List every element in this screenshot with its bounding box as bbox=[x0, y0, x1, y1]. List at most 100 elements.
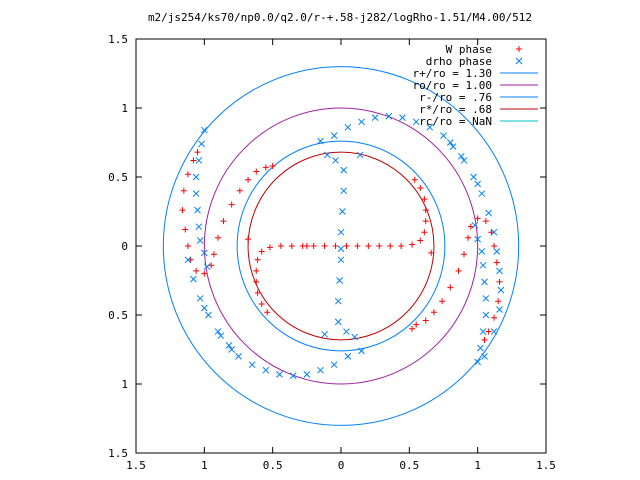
drho-phase-point bbox=[440, 132, 447, 139]
drho-phase-point bbox=[474, 358, 482, 366]
w-phase-point bbox=[398, 243, 405, 249]
drho-phase-point bbox=[195, 157, 203, 164]
drho-phase-point bbox=[225, 342, 233, 349]
w-phase-point bbox=[467, 223, 474, 230]
w-phase-point bbox=[365, 243, 372, 249]
drho-phase-point bbox=[470, 173, 477, 181]
data-points bbox=[179, 112, 505, 380]
legend-label: r*/ro = .68 bbox=[419, 103, 492, 116]
w-phase-point bbox=[253, 267, 260, 274]
drho-phase-point bbox=[471, 221, 479, 229]
drho-phase-point bbox=[477, 344, 484, 352]
drho-phase-point bbox=[481, 353, 488, 360]
w-phase-point bbox=[376, 243, 383, 249]
reference-circles bbox=[162, 66, 520, 426]
w-phase-point bbox=[253, 278, 260, 285]
w-phase-point bbox=[254, 289, 261, 296]
drho-phase-point bbox=[449, 143, 457, 150]
drho-phase-point bbox=[482, 311, 490, 319]
drho-phase-point bbox=[339, 208, 346, 215]
circle-series bbox=[203, 107, 479, 385]
legend-label: W phase bbox=[446, 43, 492, 56]
w-phase-point bbox=[288, 243, 295, 249]
drho-phase-point bbox=[490, 228, 498, 236]
w-phase-point bbox=[461, 251, 467, 258]
drho-phase-point bbox=[217, 332, 225, 340]
x-tick-label: 0 bbox=[338, 459, 345, 472]
legend-label: rc/ro = NaN bbox=[419, 115, 492, 128]
w-phase-point bbox=[491, 314, 498, 321]
w-phase-point bbox=[474, 215, 481, 222]
x-tick-label: 0.5 bbox=[399, 459, 419, 472]
drho-phase-point bbox=[332, 157, 339, 164]
drho-phase-point bbox=[205, 311, 212, 319]
drho-phase-point bbox=[426, 123, 434, 131]
w-phase-point bbox=[190, 157, 197, 164]
drho-phase-point bbox=[317, 366, 324, 374]
drho-phase-point bbox=[321, 330, 328, 338]
chart-title: m2/js254/ks70/np0.0/q2.0/r-+.58-j282/log… bbox=[148, 11, 532, 24]
w-phase-point bbox=[184, 243, 191, 249]
w-phase-point bbox=[228, 201, 235, 208]
drho-phase-point bbox=[195, 223, 203, 231]
circle-series bbox=[247, 151, 435, 341]
w-phase-point bbox=[409, 241, 416, 248]
drho-phase-point bbox=[337, 245, 345, 253]
w-phase-point bbox=[493, 259, 500, 266]
y-tick-label: 1.5 bbox=[108, 33, 128, 46]
drho-phase-point bbox=[340, 166, 348, 174]
drho-phase-point bbox=[200, 126, 208, 134]
drho-phase-point bbox=[478, 190, 486, 197]
w-phase-point bbox=[428, 249, 435, 256]
w-phase-point bbox=[193, 267, 200, 274]
w-phase-point bbox=[253, 168, 260, 175]
drho-phase-point bbox=[485, 209, 492, 217]
legend-label: r+/ro = 1.30 bbox=[413, 67, 492, 80]
circle-series bbox=[236, 140, 446, 352]
drho-phase-point bbox=[351, 333, 359, 341]
drho-phase-point bbox=[356, 151, 364, 159]
legend-marker bbox=[516, 46, 522, 52]
legend-label: drho phase bbox=[426, 55, 492, 68]
w-phase-point bbox=[439, 298, 446, 305]
w-phase-point bbox=[245, 176, 252, 183]
w-phase-point bbox=[354, 243, 361, 249]
drho-phase-point bbox=[446, 139, 454, 146]
drho-phase-point bbox=[317, 137, 324, 145]
w-phase-point bbox=[422, 207, 429, 214]
w-phase-point bbox=[413, 321, 420, 328]
drho-phase-point bbox=[474, 180, 482, 188]
drho-phase-point bbox=[344, 123, 352, 131]
w-phase-point bbox=[264, 309, 271, 316]
axis-ticks: 1.5 1 0.5 0 0.5 1 1.51.510.500.511.5 bbox=[108, 33, 556, 472]
drho-phase-point bbox=[399, 114, 406, 122]
drho-phase-point bbox=[228, 346, 236, 353]
drho-phase-point bbox=[496, 267, 503, 275]
w-phase-point bbox=[488, 229, 495, 236]
w-phase-point bbox=[262, 164, 269, 171]
w-phase-point bbox=[421, 196, 428, 203]
drho-phase-point bbox=[460, 157, 468, 164]
w-phase-point bbox=[411, 176, 418, 183]
w-phase-point bbox=[455, 267, 462, 274]
drho-phase-point bbox=[190, 275, 197, 283]
x-tick-label: 0.5 bbox=[263, 459, 283, 472]
drho-phase-point bbox=[479, 261, 487, 269]
drho-phase-point bbox=[200, 249, 208, 257]
drho-phase-point bbox=[192, 173, 200, 181]
w-phase-point bbox=[269, 162, 276, 169]
drho-phase-point bbox=[478, 248, 486, 255]
drho-phase-point bbox=[289, 372, 297, 380]
circle-series bbox=[162, 66, 520, 426]
drho-phase-point bbox=[482, 295, 490, 302]
drho-phase-point bbox=[358, 118, 365, 126]
drho-phase-point bbox=[203, 263, 211, 271]
w-phase-point bbox=[422, 317, 429, 324]
legend-label: r-/ro = .76 bbox=[419, 91, 492, 104]
drho-phase-point bbox=[214, 328, 222, 335]
drho-phase-point bbox=[330, 132, 338, 139]
y-tick-label: 0.5 bbox=[108, 309, 128, 322]
legend-marker bbox=[515, 57, 523, 65]
w-phase-point bbox=[215, 234, 221, 241]
